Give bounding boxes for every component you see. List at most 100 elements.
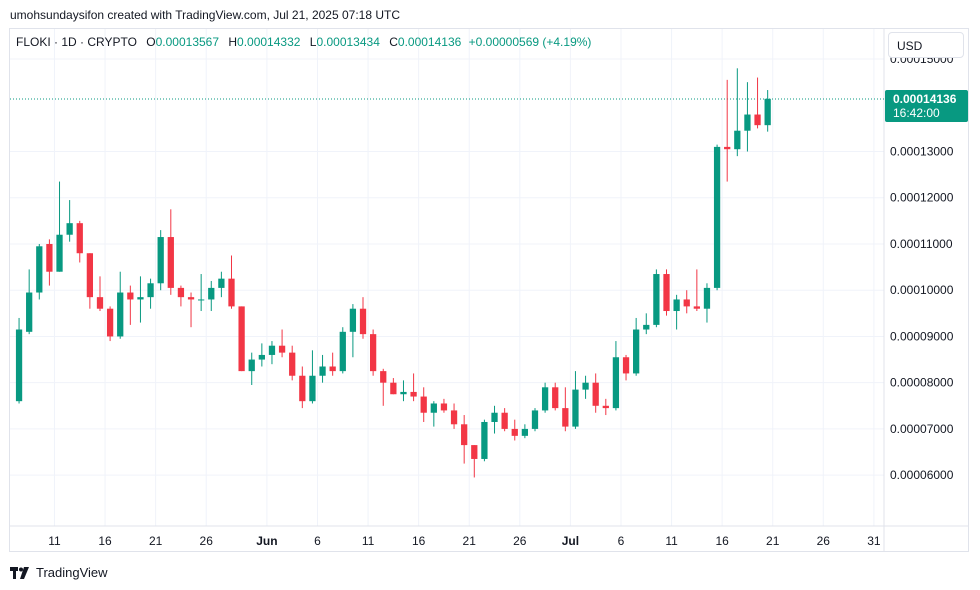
candle-body[interactable]: [258, 354, 265, 360]
candle-body[interactable]: [278, 345, 286, 353]
candle-body[interactable]: [481, 421, 488, 459]
last-price-value: 0.00014136: [893, 92, 957, 106]
candle-body[interactable]: [754, 114, 761, 126]
candle-body[interactable]: [572, 389, 579, 427]
symbol-label[interactable]: FLOKI · 1D · CRYPTO: [16, 35, 137, 49]
candle-body[interactable]: [734, 130, 741, 150]
candle-body[interactable]: [218, 278, 225, 288]
high-value: 0.00014332: [237, 35, 301, 49]
date-tick-label: 11: [665, 534, 678, 548]
date-tick-label: 21: [766, 534, 780, 548]
date-tick-label: 16: [715, 534, 729, 548]
candle-body[interactable]: [187, 297, 195, 300]
candle-body[interactable]: [208, 287, 215, 300]
candle-body[interactable]: [349, 308, 357, 332]
candle-body[interactable]: [744, 114, 751, 131]
candle-body[interactable]: [713, 146, 721, 288]
candle-body[interactable]: [329, 366, 336, 372]
candle-body[interactable]: [319, 366, 326, 376]
candle-body[interactable]: [86, 253, 94, 298]
candle-body[interactable]: [76, 223, 83, 254]
candle-body[interactable]: [66, 223, 73, 235]
date-tick-label: 26: [513, 534, 527, 548]
candle-body[interactable]: [96, 297, 104, 309]
candle-body[interactable]: [663, 274, 670, 312]
chart-frame: [9, 28, 969, 552]
candle-body[interactable]: [167, 237, 174, 288]
candle-body[interactable]: [511, 428, 518, 436]
candle-body[interactable]: [390, 382, 397, 395]
candle-body[interactable]: [491, 412, 498, 422]
candle-body[interactable]: [703, 287, 711, 309]
price-tick-label: 0.00008000: [890, 376, 954, 390]
candle-body[interactable]: [238, 306, 245, 372]
candle-body[interactable]: [592, 382, 599, 406]
candle-body[interactable]: [430, 403, 437, 413]
candle-body[interactable]: [359, 308, 367, 335]
date-tick-label: 6: [618, 534, 625, 548]
close-value: 0.00014136: [397, 35, 462, 49]
candle-body[interactable]: [400, 391, 407, 395]
candle-body[interactable]: [380, 371, 387, 383]
price-tick-label: 0.00010000: [890, 283, 954, 297]
candle-body[interactable]: [26, 292, 33, 332]
candle-body[interactable]: [410, 391, 417, 397]
price-tick-label: 0.00009000: [890, 329, 954, 343]
candle-body[interactable]: [157, 237, 164, 284]
candle-body[interactable]: [15, 329, 23, 402]
candle-body[interactable]: [228, 278, 235, 307]
candle-body[interactable]: [177, 287, 185, 298]
candle-body[interactable]: [693, 306, 700, 309]
candle-body[interactable]: [764, 98, 771, 126]
candle-body[interactable]: [36, 246, 43, 293]
candle-body[interactable]: [582, 382, 589, 390]
candle-body[interactable]: [147, 283, 154, 298]
candle-body[interactable]: [724, 146, 731, 150]
low-value: 0.00013434: [316, 35, 380, 49]
date-tick-label: Jun: [256, 534, 277, 548]
candle-body[interactable]: [450, 410, 458, 425]
candle-body[interactable]: [117, 292, 124, 337]
candle-body[interactable]: [612, 357, 620, 409]
candle-body[interactable]: [339, 331, 346, 372]
candle-body[interactable]: [289, 352, 296, 376]
date-tick-label: 16: [98, 534, 112, 548]
candle-body[interactable]: [309, 375, 316, 402]
open-label: O: [146, 35, 156, 49]
candle-body[interactable]: [622, 357, 630, 374]
date-tick-label: Jul: [562, 534, 579, 548]
candle-body[interactable]: [299, 375, 306, 402]
date-tick-label: 11: [48, 534, 61, 548]
candle-body[interactable]: [46, 243, 53, 272]
last-price-tag: [885, 89, 968, 122]
price-tick-label: 0.00011000: [890, 237, 953, 251]
date-tick-label: 16: [412, 534, 426, 548]
candle-body[interactable]: [440, 403, 448, 411]
candle-body[interactable]: [653, 274, 660, 325]
candle-body[interactable]: [683, 299, 690, 307]
candle-body[interactable]: [369, 334, 377, 372]
candle-body[interactable]: [552, 387, 559, 409]
candle-body[interactable]: [602, 405, 609, 409]
candle-body[interactable]: [471, 445, 478, 459]
candle-body[interactable]: [420, 396, 427, 413]
candle-body[interactable]: [501, 412, 508, 429]
candle-body[interactable]: [643, 324, 650, 330]
candle-body[interactable]: [268, 345, 276, 355]
candle-body[interactable]: [248, 359, 255, 372]
candle-body[interactable]: [127, 292, 134, 300]
candle-body[interactable]: [106, 308, 114, 337]
candle-body[interactable]: [541, 387, 549, 411]
candle-body[interactable]: [521, 428, 529, 436]
candle-body[interactable]: [562, 408, 569, 427]
candle-body[interactable]: [531, 410, 539, 429]
candle-body[interactable]: [633, 329, 640, 374]
candle-body[interactable]: [137, 297, 144, 300]
candle-body[interactable]: [198, 299, 205, 301]
candle-body[interactable]: [673, 299, 680, 312]
ohlc-legend: FLOKI · 1D · CRYPTO O0.00013567 H0.00014…: [16, 35, 591, 49]
currency-button[interactable]: USD: [888, 32, 964, 58]
candle-body[interactable]: [461, 424, 468, 446]
candle-body[interactable]: [56, 234, 63, 272]
